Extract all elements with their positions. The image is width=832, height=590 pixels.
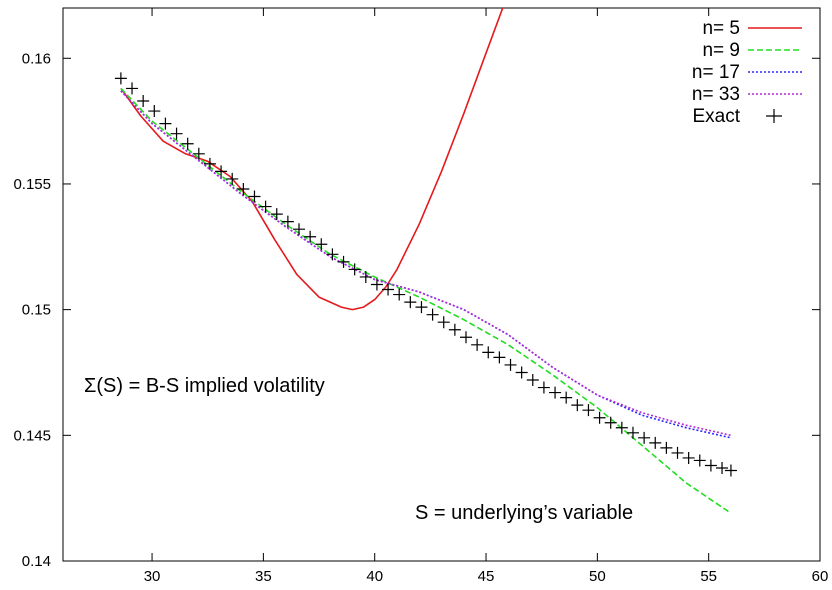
series-layer <box>114 8 737 514</box>
exact-point <box>504 358 517 371</box>
exact-point <box>604 416 617 429</box>
legend-label-n-5: n= 5 <box>702 18 740 39</box>
exact-point <box>515 366 528 379</box>
exact-point <box>593 411 606 424</box>
exact-point <box>137 95 150 108</box>
exact-point <box>393 288 406 301</box>
exact-point <box>638 431 651 444</box>
exact-point <box>304 230 317 243</box>
exact-point <box>626 426 639 439</box>
exact-point <box>203 157 216 170</box>
exact-point <box>471 338 484 351</box>
exact-point <box>315 238 328 251</box>
exact-point <box>170 127 183 140</box>
exact-point <box>415 301 428 314</box>
exact-point <box>615 421 628 434</box>
series-line-n-33 <box>120 90 732 437</box>
exact-point <box>437 316 450 329</box>
annotation-underlying: S = underlying’s variable <box>415 502 633 524</box>
exact-point <box>192 147 205 160</box>
exact-point <box>281 215 294 228</box>
exact-point <box>181 137 194 150</box>
exact-point <box>404 296 417 309</box>
annotation-volatility: Σ(S) = B-S implied volatility <box>84 375 325 397</box>
exact-point <box>159 117 172 130</box>
exact-point <box>126 82 139 95</box>
plot-frame <box>62 7 821 562</box>
exact-point <box>693 454 706 467</box>
legend-label-n-9: n= 9 <box>702 40 740 61</box>
exact-point <box>549 386 562 399</box>
exact-point <box>560 391 573 404</box>
x-tick-label: 45 <box>478 568 495 585</box>
x-tick-label: 35 <box>255 568 272 585</box>
series-line-n-9 <box>120 87 732 514</box>
exact-point <box>704 459 717 472</box>
exact-point <box>526 374 539 387</box>
y-tick-label: 0.15 <box>22 302 51 319</box>
exact-point <box>270 208 283 221</box>
axis-ticks: 30 35 40 45 50 55 60 0.14 0.145 0.15 0.155 0.16 <box>13 8 828 585</box>
exact-point <box>348 263 361 276</box>
y-tick-label: 0.14 <box>22 553 51 570</box>
series-line-n-5 <box>120 8 504 311</box>
exact-point <box>716 461 729 474</box>
exact-point <box>359 270 372 283</box>
x-tick-label: 60 <box>812 568 829 585</box>
exact-point <box>370 278 383 291</box>
y-tick-label: 0.155 <box>13 176 51 193</box>
legend-label-n-17: n= 17 <box>692 62 740 83</box>
exact-point <box>226 172 239 185</box>
x-tick-label: 50 <box>589 568 606 585</box>
exact-point <box>582 404 595 417</box>
exact-point <box>682 451 695 464</box>
exact-point <box>148 105 161 118</box>
y-tick-label: 0.145 <box>13 427 51 444</box>
exact-point <box>571 399 584 412</box>
exact-point <box>649 436 662 449</box>
exact-point <box>459 331 472 344</box>
x-tick-label: 40 <box>366 568 383 585</box>
exact-point <box>337 255 350 268</box>
exact-point <box>448 323 461 336</box>
exact-point <box>426 308 439 321</box>
exact-point <box>671 446 684 459</box>
exact-point <box>259 200 272 213</box>
exact-point <box>248 190 261 203</box>
exact-point <box>724 464 737 477</box>
exact-point <box>293 223 306 236</box>
exact-point <box>660 441 673 454</box>
y-tick-label: 0.16 <box>22 50 51 67</box>
series-exact <box>114 72 737 477</box>
legend-label-n-33: n= 33 <box>692 84 740 105</box>
exact-point <box>326 248 339 261</box>
exact-point <box>237 182 250 195</box>
exact-point <box>215 165 228 178</box>
x-tick-label: 55 <box>700 568 717 585</box>
exact-point <box>482 346 495 359</box>
exact-point <box>382 283 395 296</box>
legend-swatch-exact <box>766 109 782 123</box>
x-tick-label: 30 <box>144 568 161 585</box>
legend-label-exact: Exact <box>692 106 740 127</box>
exact-point <box>537 381 550 394</box>
exact-point <box>114 72 127 85</box>
exact-point <box>493 351 506 364</box>
